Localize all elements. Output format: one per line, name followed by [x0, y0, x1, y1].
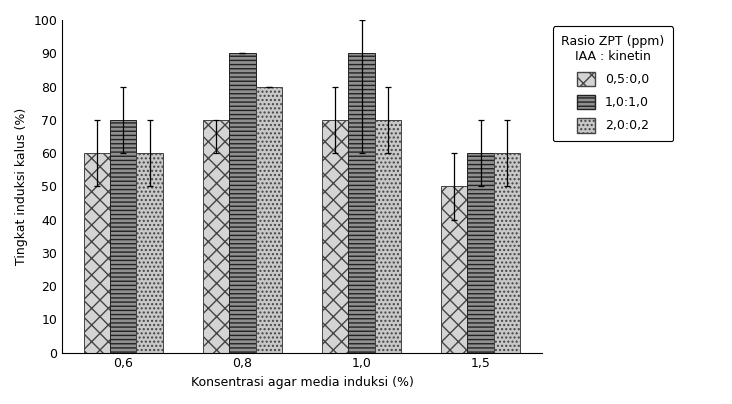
Bar: [136, 153, 163, 353]
Bar: [111, 120, 136, 353]
Bar: [322, 120, 348, 353]
Y-axis label: Tingkat induksi kalus (%): Tingkat induksi kalus (%): [15, 108, 28, 265]
Bar: [468, 153, 493, 353]
Bar: [441, 186, 468, 353]
Bar: [229, 53, 255, 353]
Bar: [348, 53, 375, 353]
Bar: [84, 153, 111, 353]
X-axis label: Konsentrasi agar media induksi (%): Konsentrasi agar media induksi (%): [190, 376, 414, 389]
Bar: [493, 153, 520, 353]
Legend: 0,5:0,0, 1,0:1,0, 2,0:0,2: 0,5:0,0, 1,0:1,0, 2,0:0,2: [553, 26, 673, 141]
Bar: [375, 120, 401, 353]
Bar: [203, 120, 229, 353]
Bar: [255, 86, 282, 353]
